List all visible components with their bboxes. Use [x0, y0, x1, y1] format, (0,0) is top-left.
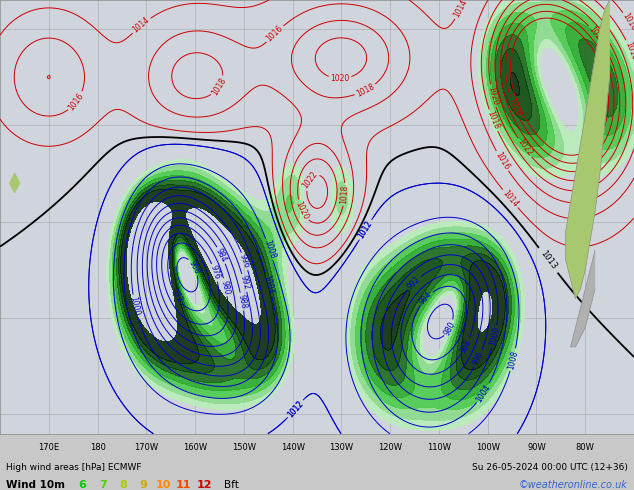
Text: 1000: 1000 [129, 295, 141, 317]
Text: 1012: 1012 [286, 399, 305, 419]
Text: 8: 8 [119, 480, 127, 490]
Text: 10: 10 [156, 480, 171, 490]
Text: 1012: 1012 [356, 220, 374, 240]
Text: 80W: 80W [576, 442, 595, 452]
Text: 1016: 1016 [265, 24, 285, 44]
Text: Bft: Bft [224, 480, 239, 490]
Text: 1004: 1004 [474, 383, 493, 404]
Text: 992: 992 [406, 274, 422, 291]
Text: 110W: 110W [427, 442, 451, 452]
Text: 1008: 1008 [507, 349, 520, 370]
Polygon shape [10, 173, 20, 193]
Text: ©weatheronline.co.uk: ©weatheronline.co.uk [519, 480, 628, 490]
Polygon shape [566, 0, 610, 299]
Polygon shape [571, 250, 595, 347]
Text: 1018: 1018 [486, 110, 501, 131]
Text: 1022: 1022 [515, 137, 534, 158]
Text: 1014: 1014 [452, 0, 469, 19]
Text: 1018: 1018 [340, 185, 350, 204]
Text: 980: 980 [443, 319, 457, 337]
Text: 170W: 170W [134, 442, 158, 452]
Text: 120W: 120W [378, 442, 402, 452]
Text: 1018: 1018 [623, 40, 634, 61]
Text: Wind 10m: Wind 10m [6, 480, 65, 490]
Text: 1008: 1008 [262, 239, 277, 260]
Text: High wind areas [hPa] ECMWF: High wind areas [hPa] ECMWF [6, 464, 142, 472]
Text: 12: 12 [197, 480, 212, 490]
Text: 150W: 150W [232, 442, 256, 452]
Text: 1004: 1004 [262, 274, 275, 295]
Text: 130W: 130W [329, 442, 353, 452]
Text: 7: 7 [99, 480, 107, 490]
Text: 992: 992 [238, 274, 250, 291]
Text: 1000: 1000 [488, 326, 501, 347]
Text: 1016: 1016 [67, 91, 86, 112]
Text: 1012: 1012 [286, 399, 305, 419]
Text: 170E: 170E [38, 442, 60, 452]
Text: 180: 180 [89, 442, 105, 452]
Text: 1014: 1014 [131, 16, 152, 35]
Text: 1026: 1026 [507, 97, 522, 118]
Text: 996: 996 [238, 253, 252, 270]
Text: 1012: 1012 [356, 220, 374, 240]
Text: 6: 6 [79, 480, 86, 490]
Text: 1022: 1022 [301, 170, 319, 190]
Text: 11: 11 [176, 480, 191, 490]
Text: 996: 996 [472, 350, 486, 367]
Text: 1014: 1014 [501, 189, 520, 209]
Text: 968: 968 [186, 258, 202, 275]
Text: 160W: 160W [183, 442, 207, 452]
Text: 984: 984 [214, 247, 229, 264]
Text: 976: 976 [209, 264, 221, 281]
Text: 1024: 1024 [587, 24, 606, 45]
Text: 1018: 1018 [210, 76, 228, 97]
Text: 1020: 1020 [486, 85, 500, 106]
Text: Su 26-05-2024 00:00 UTC (12+36): Su 26-05-2024 00:00 UTC (12+36) [472, 464, 628, 472]
Text: 1020: 1020 [294, 200, 310, 221]
Text: 988: 988 [236, 294, 248, 310]
Text: 100W: 100W [476, 442, 500, 452]
Text: 9: 9 [139, 480, 147, 490]
Text: 1020: 1020 [330, 74, 350, 83]
Text: 984: 984 [418, 290, 434, 307]
Text: 972: 972 [169, 288, 184, 305]
Text: 980: 980 [220, 279, 231, 295]
Text: 1018: 1018 [355, 82, 376, 98]
Text: 1013: 1013 [538, 249, 558, 271]
Text: 1028: 1028 [595, 59, 611, 80]
Text: 988: 988 [458, 338, 473, 355]
Text: 140W: 140W [281, 442, 304, 452]
Text: 1016: 1016 [621, 12, 634, 33]
Text: 90W: 90W [527, 442, 546, 452]
Text: 1016: 1016 [493, 150, 511, 172]
